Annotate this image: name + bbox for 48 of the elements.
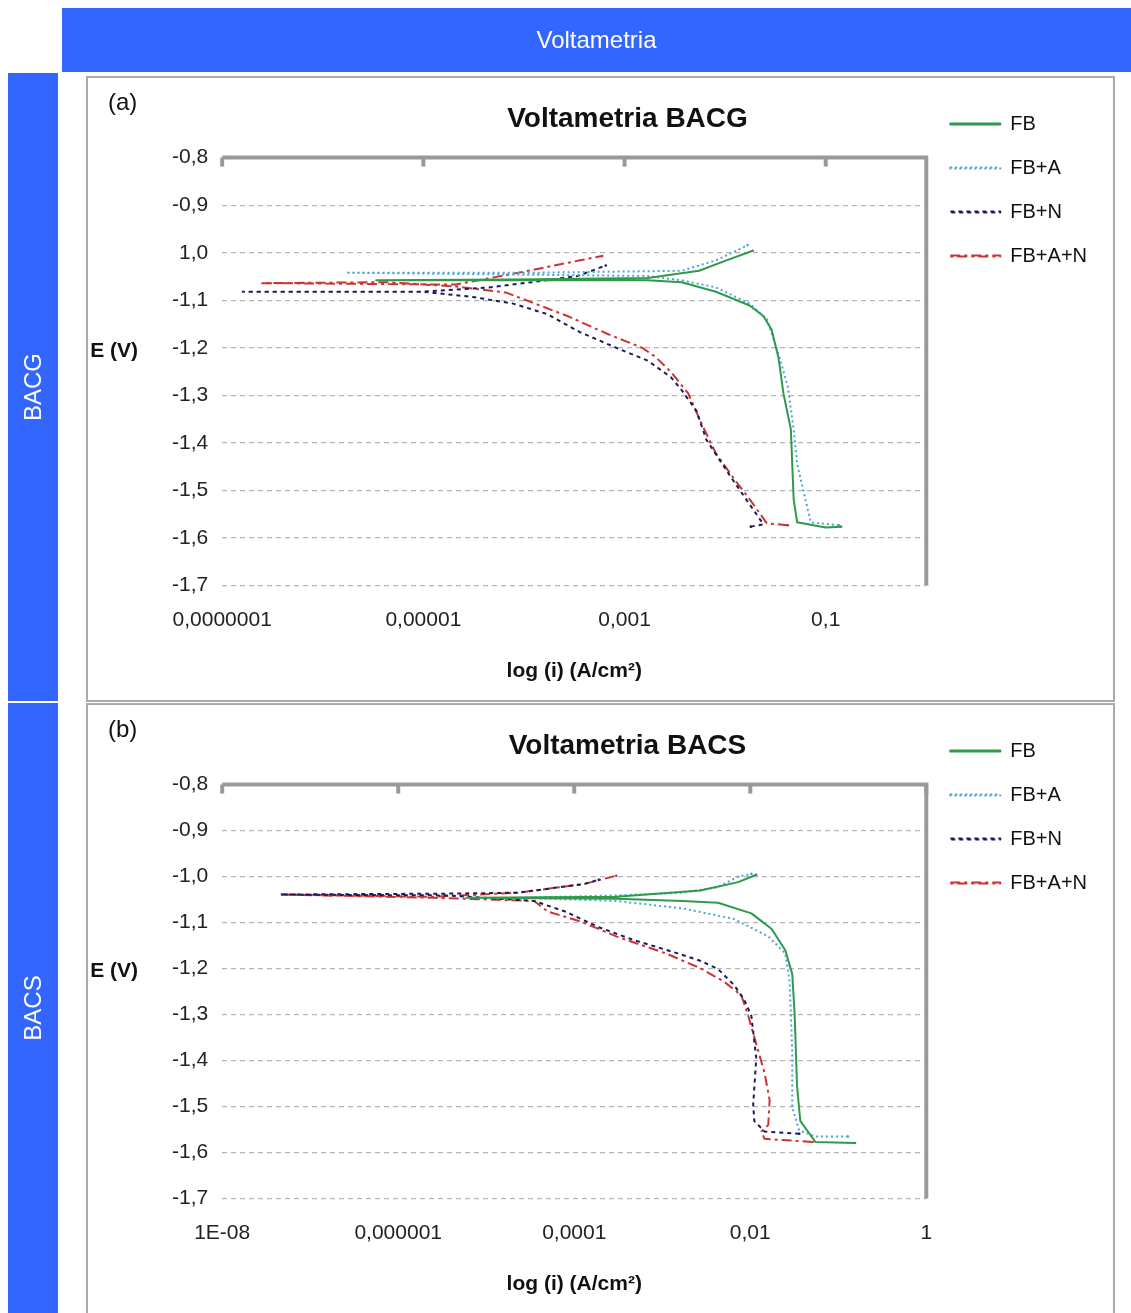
text: (a) [108,88,138,116]
y-tick-label: -1,3 [172,1001,209,1025]
y-tick-label: -1,7 [172,1185,209,1209]
legend-label: FB+N [1010,826,1062,849]
text: BACS [19,975,47,1041]
y-axis-title: E (V) [90,958,139,982]
y-tick-label: -0,8 [172,771,209,795]
x-axis-title: log (i) (A/cm²) [506,658,642,682]
x-tick-label: 0,01 [729,1220,771,1243]
y-tick-label: -1,5 [172,1093,209,1117]
y-tick-label: -1,1 [172,909,209,933]
legend-label: FB+N [1010,199,1062,222]
chart-title: Voltametria BACS [508,728,747,760]
y-tick-label: -1,3 [172,382,209,406]
text: BACG [19,352,47,422]
x-tick-label: 0,1 [811,607,841,630]
legend-label: FB+A [1010,782,1062,805]
y-tick-label: -0,9 [172,817,209,841]
x-tick-label: 1 [920,1220,933,1243]
y-tick-label: -1,6 [172,524,209,548]
y-tick-label: -1,0 [172,863,209,887]
x-tick-label: 1E-08 [194,1220,251,1243]
legend-label: FB+A [1010,155,1062,178]
text: Voltametria [62,8,1131,72]
legend-label: FB+A+N [1010,243,1087,266]
y-tick-label: -0,8 [172,144,209,168]
x-tick-label: 0,00001 [385,607,462,630]
x-tick-label: 0,000001 [354,1220,443,1243]
legend-label: FB [1010,738,1036,761]
y-tick-label: -1,4 [172,429,209,453]
x-tick-label: 0,0001 [542,1220,607,1243]
y-tick-label: -1,5 [172,477,209,501]
legend-label: FB+A+N [1010,870,1087,893]
y-tick-label: -1,7 [172,572,209,596]
y-axis-title: E (V) [90,338,139,362]
legend-label: FB [1010,111,1036,134]
y-tick-label: -1,1 [172,287,209,311]
x-tick-label: 0,0000001 [172,607,272,630]
y-tick-label: -0,9 [172,191,209,215]
y-tick-label: -1,2 [172,955,209,979]
text: (b) [108,715,138,743]
x-tick-label: 0,001 [598,607,651,630]
y-tick-label: -1,2 [172,334,209,358]
y-tick-label: -1,6 [172,1139,209,1163]
y-tick-label: 1,0 [178,239,209,263]
chart-title: Voltametria BACG [507,101,748,133]
y-tick-label: -1,4 [172,1047,209,1071]
x-axis-title: log (i) (A/cm²) [506,1271,642,1295]
